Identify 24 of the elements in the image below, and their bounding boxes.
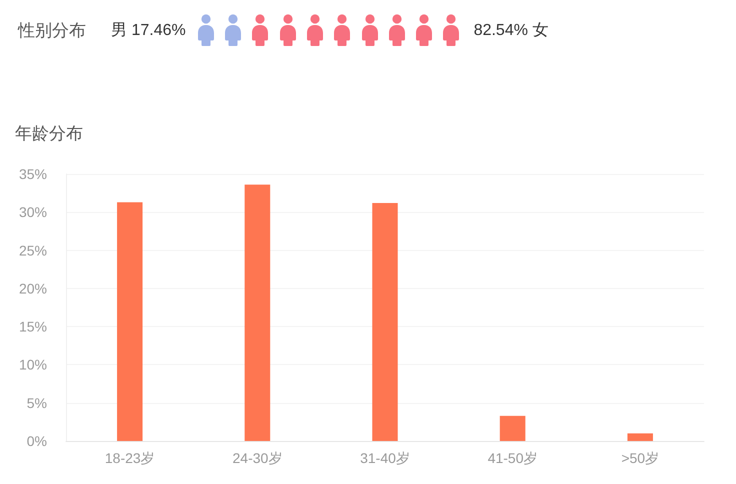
y-tick-label: 10% bbox=[18, 356, 47, 373]
category-label: 女 bbox=[532, 22, 548, 38]
x-tick-label: 41-50岁 bbox=[488, 450, 538, 466]
y-tick-label: 15% bbox=[18, 318, 47, 335]
x-tick-label: 31-40岁 bbox=[360, 450, 410, 466]
y-tick-label: 25% bbox=[18, 242, 47, 258]
y-tick-label: 5% bbox=[26, 394, 47, 411]
bar bbox=[372, 202, 398, 441]
y-tick-label: 35% bbox=[18, 166, 47, 182]
category-label: 男 bbox=[111, 22, 127, 38]
data-label: 17.46% bbox=[131, 22, 186, 38]
bar bbox=[500, 416, 526, 441]
x-tick-label: >50岁 bbox=[621, 450, 660, 466]
y-tick-label: 0% bbox=[26, 433, 47, 449]
bar bbox=[244, 184, 270, 441]
y-tick-label: 30% bbox=[18, 204, 47, 220]
chart-title: 年龄分布 bbox=[15, 124, 83, 143]
bar bbox=[627, 433, 653, 441]
x-tick-label: 24-30岁 bbox=[232, 450, 282, 466]
text: 性别分布 bbox=[18, 20, 87, 42]
x-tick-label: 18-23岁 bbox=[104, 450, 155, 466]
data-label: 82.54% bbox=[474, 22, 528, 38]
y-tick-label: 20% bbox=[18, 280, 47, 296]
bar bbox=[117, 202, 143, 441]
